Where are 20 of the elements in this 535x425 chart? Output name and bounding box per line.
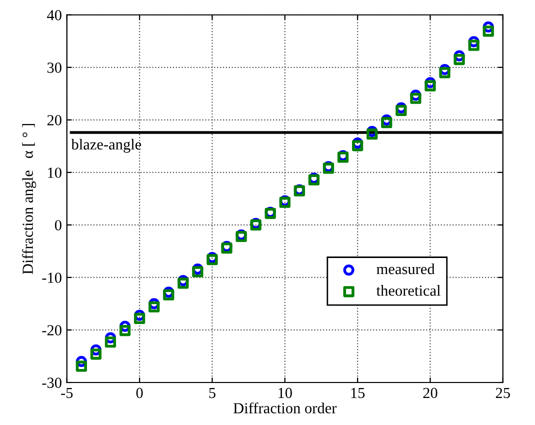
y-tick-label: 30 — [47, 62, 62, 73]
y-tick-label: -30 — [42, 378, 62, 388]
x-tick-label: 5 — [209, 388, 216, 398]
y-axis-title: Diffraction angle α [ ° ] — [22, 124, 36, 274]
legend-label: theoretical — [376, 285, 440, 296]
x-tick-label: 15 — [351, 388, 365, 398]
legend-label: measured — [376, 263, 435, 274]
y-tick-label: -20 — [42, 325, 62, 336]
x-tick-label: 10 — [278, 388, 292, 398]
y-tick-label: 20 — [47, 115, 62, 126]
x-tick-label: 20 — [423, 388, 438, 398]
y-tick-label: 0 — [54, 220, 62, 230]
y-tick-label: 10 — [48, 168, 62, 178]
ref-line-label: blaze-angle — [71, 138, 142, 153]
y-tick-label: 40 — [47, 10, 62, 20]
x-axis-title: Diffraction order — [234, 402, 337, 414]
x-tick-label: 0 — [136, 388, 143, 398]
x-tick-label: 25 — [496, 388, 510, 398]
x-tick-label: -5 — [61, 388, 73, 398]
y-tick-label: -10 — [42, 272, 62, 283]
